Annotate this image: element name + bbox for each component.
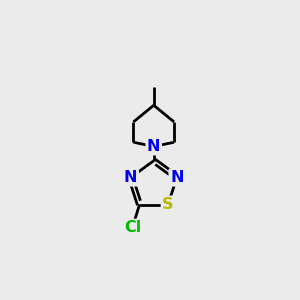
Text: N: N xyxy=(147,139,160,154)
Text: N: N xyxy=(170,170,184,185)
Text: N: N xyxy=(124,170,137,185)
Text: Cl: Cl xyxy=(124,220,141,235)
Text: S: S xyxy=(162,197,174,212)
